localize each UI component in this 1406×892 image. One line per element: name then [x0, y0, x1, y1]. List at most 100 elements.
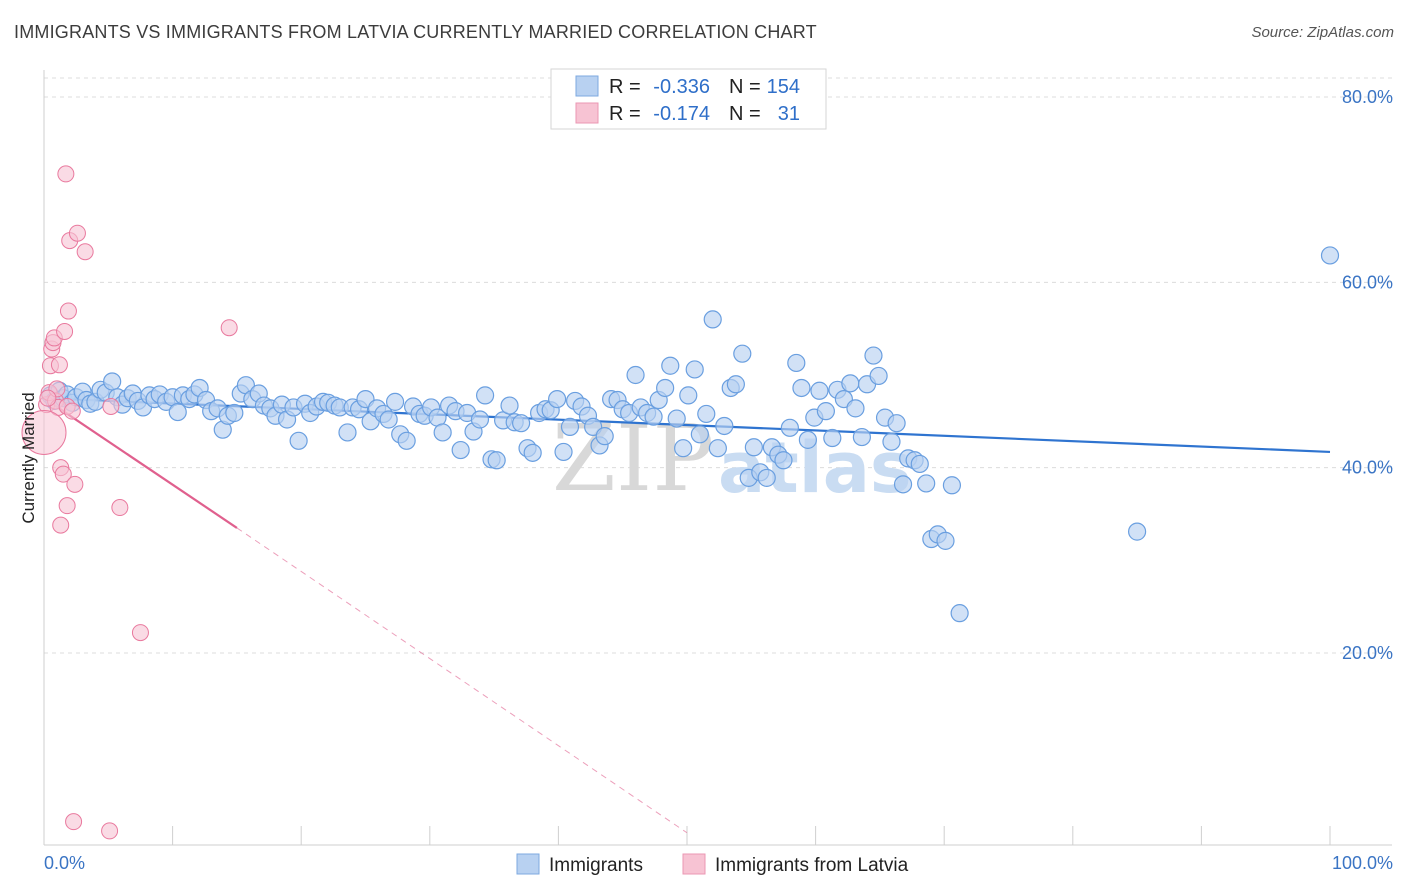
point-immigrants-35 — [225, 403, 244, 423]
point-immigrants-138 — [841, 374, 860, 393]
bottom-legend-swatch-immigrants — [516, 853, 540, 875]
point-immigrants-146 — [887, 414, 906, 433]
legend-r-value-1: -0.336 — [653, 76, 710, 98]
point-latvia-20 — [65, 813, 83, 831]
bottom-legend-latvia: Immigrants from Latvia — [715, 855, 909, 876]
legend-r-label-1: R = — [609, 76, 641, 98]
point-latvia-28 — [220, 319, 238, 337]
point-immigrants-151 — [917, 474, 936, 493]
point-immigrants-150 — [910, 454, 929, 474]
legend-n-label-2: N = — [729, 103, 761, 125]
point-latvia-17 — [59, 302, 77, 320]
point-immigrants-81 — [500, 396, 519, 415]
point-immigrants-139 — [846, 399, 865, 418]
point-immigrants-122 — [744, 438, 763, 457]
point-immigrants-124 — [757, 468, 776, 487]
point-latvia-26 — [111, 499, 129, 517]
point-immigrants-54 — [338, 423, 357, 442]
point-latvia-19 — [63, 402, 81, 420]
point-latvia-9 — [50, 356, 68, 374]
point-immigrants-91 — [560, 417, 580, 436]
source-label: Source: ZipAtlas.com — [1251, 24, 1394, 41]
point-immigrants-115 — [703, 310, 722, 329]
bottom-legend-immigrants: Immigrants — [549, 855, 643, 876]
x-tick-label-0: 0.0% — [44, 853, 85, 873]
point-immigrants-156 — [950, 604, 969, 623]
point-immigrants-135 — [823, 428, 842, 448]
point-latvia-24 — [101, 822, 119, 840]
point-latvia-25 — [102, 398, 120, 416]
point-latvia-12 — [54, 465, 72, 483]
point-latvia-30 — [39, 389, 57, 407]
point-immigrants-147 — [893, 475, 913, 494]
point-immigrants-108 — [661, 356, 680, 375]
x-tick-labels: 0.0% 100.0% — [44, 853, 1393, 873]
axes — [43, 70, 1392, 846]
point-immigrants-107 — [656, 378, 675, 398]
bottom-legend-swatch-latvia — [682, 853, 706, 875]
series-immigrants — [41, 246, 1340, 623]
point-immigrants-77 — [475, 386, 495, 405]
legend-box: R = -0.336 N = 154 R = -0.174 N = 31 — [550, 68, 827, 130]
point-immigrants-143 — [869, 366, 888, 386]
bottom-legend: Immigrants Immigrants from Latvia — [516, 853, 909, 876]
point-immigrants-113 — [690, 425, 709, 444]
point-immigrants-158 — [1320, 246, 1340, 265]
point-latvia-15 — [58, 497, 76, 515]
point-immigrants-129 — [787, 353, 806, 373]
point-immigrants-112 — [685, 360, 704, 379]
legend-swatch-latvia — [575, 102, 599, 124]
point-latvia-21 — [66, 475, 84, 493]
x-ticks — [43, 826, 1331, 845]
legend-n-label-1: N = — [729, 76, 761, 98]
point-immigrants-140 — [852, 427, 871, 447]
y-tick-label-2: 60.0% — [1342, 272, 1393, 292]
point-immigrants-117 — [715, 416, 734, 436]
point-immigrants-155 — [942, 476, 962, 495]
point-immigrants-73 — [451, 440, 470, 460]
point-immigrants-76 — [470, 410, 490, 429]
y-tick-label-3: 80.0% — [1342, 87, 1393, 107]
point-immigrants-120 — [733, 344, 752, 363]
chart-title: IMMIGRANTS VS IMMIGRANTS FROM LATVIA CUR… — [14, 22, 817, 42]
point-immigrants-110 — [674, 439, 693, 458]
point-immigrants-145 — [882, 432, 901, 451]
y-tick-label-0: 20.0% — [1342, 643, 1393, 663]
point-latvia-27 — [131, 624, 149, 642]
point-immigrants-79 — [487, 451, 506, 470]
point-immigrants-154 — [936, 531, 955, 550]
point-immigrants-83 — [512, 414, 531, 433]
point-immigrants-13 — [103, 372, 122, 391]
point-immigrants-114 — [697, 404, 716, 424]
point-immigrants-131 — [798, 430, 817, 449]
point-immigrants-128 — [780, 418, 799, 437]
point-immigrants-133 — [810, 381, 829, 400]
point-latvia-10 — [52, 516, 70, 534]
point-immigrants-62 — [385, 392, 405, 411]
point-latvia-14 — [57, 165, 75, 183]
point-immigrants-85 — [523, 443, 542, 462]
point-immigrants-89 — [548, 389, 567, 409]
legend-n-value-2: 31 — [778, 103, 800, 125]
point-latvia-29 — [21, 409, 67, 455]
series-latvia — [21, 165, 238, 840]
legend-n-value-1: 154 — [767, 76, 800, 98]
point-immigrants-119 — [726, 375, 745, 394]
point-latvia-23 — [76, 243, 94, 261]
point-immigrants-90 — [554, 442, 573, 462]
grid-lines — [44, 77, 1392, 654]
point-immigrants-127 — [774, 451, 793, 470]
y-tick-label-1: 40.0% — [1342, 458, 1393, 478]
point-immigrants-130 — [792, 378, 811, 398]
legend-r-value-2: -0.174 — [653, 103, 710, 125]
point-immigrants-102 — [626, 365, 645, 385]
point-immigrants-25 — [168, 402, 187, 422]
point-immigrants-61 — [379, 410, 398, 429]
point-immigrants-109 — [667, 409, 686, 428]
point-latvia-22 — [68, 224, 86, 242]
x-tick-label-1: 100.0% — [1332, 853, 1393, 873]
point-immigrants-97 — [595, 427, 614, 446]
point-immigrants-111 — [679, 386, 698, 405]
point-immigrants-46 — [289, 431, 308, 450]
point-latvia-13 — [56, 322, 74, 340]
